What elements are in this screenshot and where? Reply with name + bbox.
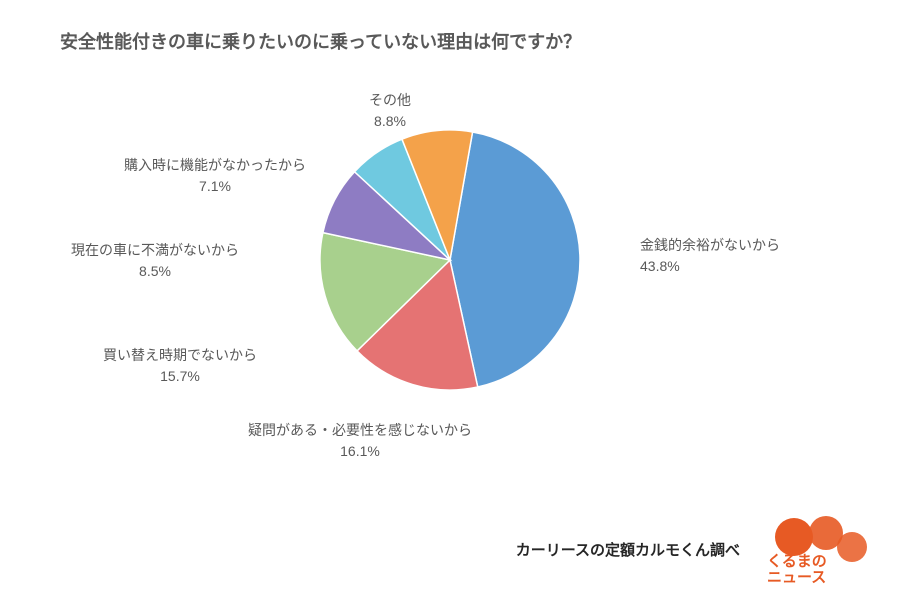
slice-label-text: 購入時に機能がなかったから [124,155,306,176]
slice-label-text: 買い替え時期でないから [103,345,257,366]
slice-label-text: その他 [369,90,411,111]
chart-title: 安全性能付きの車に乗りたいのに乗っていない理由は何ですか？ [60,28,581,54]
slice-label: 買い替え時期でないから15.7% [103,345,257,387]
slice-label-value: 7.1% [124,176,306,197]
slice-label-text: 疑問がある・必要性を感じないから [248,420,472,441]
slice-label: 現在の車に不満がないから8.5% [71,240,239,282]
slice-label-value: 16.1% [248,441,472,462]
slice-label: 金銭的余裕がないから43.8% [640,235,780,277]
slice-label: 疑問がある・必要性を感じないから16.1% [248,420,472,462]
slice-label-value: 8.5% [71,261,239,282]
slice-label: その他8.8% [369,90,411,132]
site-logo-text: くるまのニュース [767,554,827,586]
pie-chart [320,130,580,390]
slice-label-value: 8.8% [369,111,411,132]
site-logo: くるまのニュース [767,514,882,584]
footer-credit: カーリースの定額カルモくん調べ [516,539,740,560]
slice-label-text: 金銭的余裕がないから [640,235,780,256]
slice-label: 購入時に機能がなかったから7.1% [124,155,306,197]
slice-label-text: 現在の車に不満がないから [71,240,239,261]
slice-label-value: 43.8% [640,256,780,277]
slice-label-value: 15.7% [103,366,257,387]
